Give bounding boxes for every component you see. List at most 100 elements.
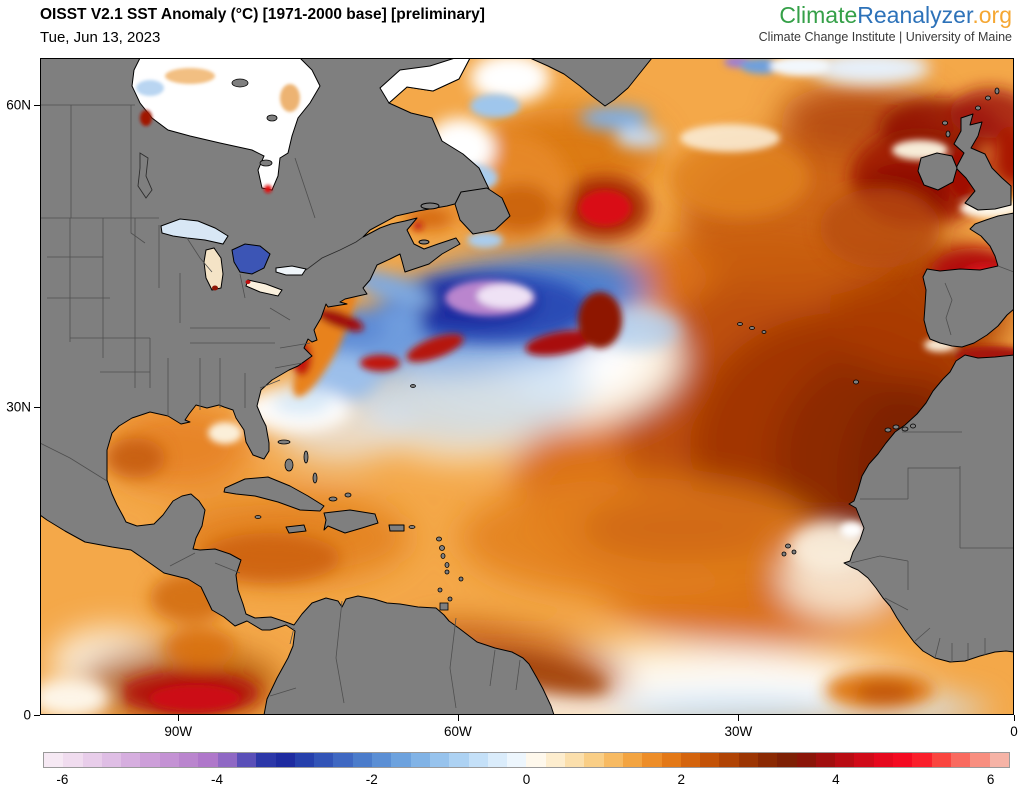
logo-tagline: Climate Change Institute | University of…: [758, 30, 1012, 44]
colorbar: -6 -4 -2 0 2 4 6: [43, 752, 1010, 787]
colorbar-tick-label: -2: [365, 772, 378, 787]
landmasses: [40, 58, 1014, 715]
colorbar-cell: [391, 753, 411, 767]
y-axis-tick: [34, 105, 40, 107]
colorbar-cell: [912, 753, 932, 767]
x-axis-label-0: 0: [1010, 724, 1018, 739]
colorbar-cell: [642, 753, 662, 767]
colorbar-cell: [333, 753, 353, 767]
great-lakes: [137, 152, 307, 297]
colorbar-cell: [44, 753, 64, 767]
colorbar-cell: [719, 753, 739, 767]
date-label: Tue, Jun 13, 2023: [40, 29, 161, 46]
colorbar-cell: [63, 753, 83, 767]
colorbar-cell: [526, 753, 546, 767]
colorbar-cell: [275, 753, 295, 767]
y-axis-tick: [34, 406, 40, 408]
x-axis-tick: [1014, 715, 1015, 721]
colorbar-cell: [738, 753, 758, 767]
colorbar-cell: [314, 753, 334, 767]
site-logo[interactable]: ClimateReanalyzer.org: [779, 2, 1012, 28]
colorbar-cell: [584, 753, 604, 767]
colorbar-cell: [179, 753, 199, 767]
colorbar-cell: [950, 753, 971, 767]
colorbar-cell: [468, 753, 488, 767]
colorbar-tick-label: 0: [522, 772, 531, 787]
colorbar-cell: [121, 753, 141, 767]
colorbar-cell: [989, 753, 1009, 767]
colorbar-cell: [873, 753, 894, 767]
colorbar-cell: [410, 753, 430, 767]
colorbar-cell: [372, 753, 392, 767]
colorbar-cell: [159, 753, 180, 767]
land-hispaniola: [323, 509, 379, 534]
colorbar-cell: [893, 753, 913, 767]
land-jamaica: [285, 524, 307, 534]
colorbar-cell: [680, 753, 701, 767]
y-axis-tick: [34, 715, 40, 716]
colorbar-cell: [700, 753, 720, 767]
colorbar-cell: [352, 753, 373, 767]
x-axis-tick: [178, 715, 180, 721]
page-title: OISST V2.1 SST Anomaly (°C) [1971-2000 b…: [40, 6, 485, 23]
land-pei: [418, 239, 430, 245]
land-north-south-america: [40, 58, 555, 715]
colorbar-scale: [43, 752, 1010, 768]
land-africa: [843, 354, 1014, 663]
colorbar-cell: [140, 753, 160, 767]
colorbar-cell: [101, 753, 122, 767]
y-axis-label-60n: 60N: [6, 97, 31, 113]
x-axis-tick: [738, 715, 740, 721]
colorbar-cell: [854, 753, 874, 767]
logo-part-climate: Climate: [779, 2, 858, 28]
colorbar-cell: [835, 753, 855, 767]
logo-part-reanalyzer: Reanalyzer: [857, 2, 973, 28]
colorbar-cell: [661, 753, 681, 767]
y-axis-label-0: 0: [23, 707, 31, 723]
map-canvas: [40, 58, 1014, 715]
colorbar-cell: [82, 753, 102, 767]
land-greenland: [529, 58, 653, 107]
land-anticosti: [420, 202, 440, 210]
colorbar-cell: [931, 753, 951, 767]
colorbar-cell: [796, 753, 816, 767]
colorbar-tick-label: -4: [211, 772, 224, 787]
colorbar-tick-label: 2: [677, 772, 685, 787]
colorbar-cell: [815, 753, 836, 767]
sst-anomaly-map: 60N 30N 0 90W 60W 30W 0: [6, 58, 1018, 739]
land-france-iberia: [922, 212, 1014, 348]
political-borders: [40, 104, 1014, 709]
colorbar-cell: [603, 753, 623, 767]
land-puerto-rico: [388, 524, 405, 532]
colorbar-cell: [217, 753, 237, 767]
colorbar-cell: [970, 753, 990, 767]
colorbar-cell: [777, 753, 797, 767]
colorbar-cell: [449, 753, 469, 767]
colorbar-cell: [198, 753, 218, 767]
x-axis-label-60w: 60W: [443, 724, 472, 739]
colorbar-cell: [256, 753, 276, 767]
colorbar-tick-label: 6: [986, 772, 995, 787]
land-britain: [953, 113, 1012, 211]
map-frame: [40, 58, 1014, 715]
colorbar-tick-label: -6: [56, 772, 69, 787]
hudson-bay: [131, 58, 471, 193]
colorbar-cell: [507, 753, 527, 767]
colorbar-cell: [236, 753, 257, 767]
small-islands: [254, 87, 1000, 611]
colorbar-tick-label: 4: [832, 772, 840, 787]
colorbar-cell: [294, 753, 315, 767]
land-ireland: [917, 152, 958, 191]
colorbar-cell: [429, 753, 450, 767]
colorbar-cell: [565, 753, 585, 767]
colorbar-cell: [545, 753, 566, 767]
x-axis-label-90w: 90W: [164, 724, 193, 739]
logo-part-org: .org: [972, 2, 1012, 28]
x-axis-tick: [457, 715, 459, 721]
colorbar-cell: [622, 753, 643, 767]
x-axis-label-30w: 30W: [724, 724, 753, 739]
colorbar-cell: [757, 753, 778, 767]
land-cuba: [223, 476, 325, 512]
colorbar-cell: [487, 753, 508, 767]
